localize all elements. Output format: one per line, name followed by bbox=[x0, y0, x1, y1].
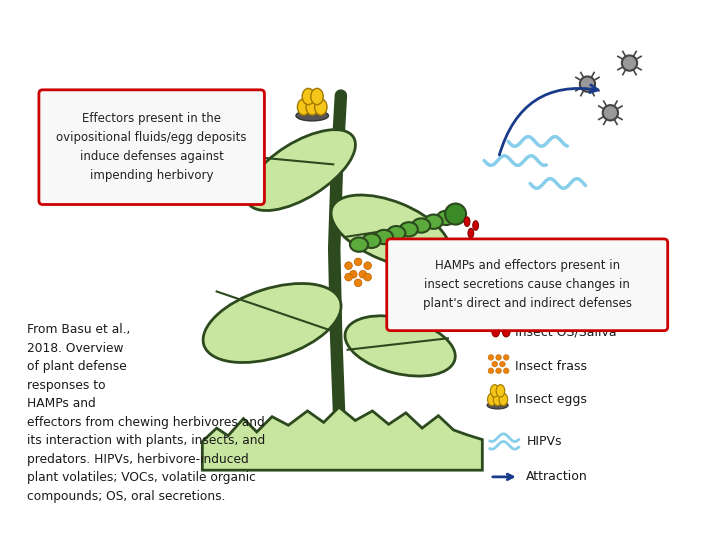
Circle shape bbox=[495, 355, 501, 360]
Ellipse shape bbox=[499, 393, 508, 406]
Ellipse shape bbox=[246, 130, 356, 211]
Text: HIPVs: HIPVs bbox=[526, 435, 562, 448]
Circle shape bbox=[622, 56, 637, 71]
Circle shape bbox=[364, 262, 372, 269]
Ellipse shape bbox=[490, 384, 499, 397]
Ellipse shape bbox=[331, 195, 450, 267]
Text: Insect OS/Saliva: Insect OS/Saliva bbox=[515, 325, 616, 338]
Ellipse shape bbox=[203, 284, 341, 362]
Circle shape bbox=[354, 258, 362, 266]
Ellipse shape bbox=[487, 393, 496, 406]
Text: Insect frass: Insect frass bbox=[515, 361, 587, 374]
Ellipse shape bbox=[315, 99, 327, 115]
Text: Effectors present in the
ovipositional fluids/egg deposits
induce defenses again: Effectors present in the ovipositional f… bbox=[56, 112, 247, 182]
Circle shape bbox=[580, 77, 595, 92]
Circle shape bbox=[445, 204, 466, 225]
Circle shape bbox=[503, 355, 509, 360]
Ellipse shape bbox=[350, 238, 368, 252]
Ellipse shape bbox=[306, 99, 318, 115]
Polygon shape bbox=[202, 407, 482, 470]
FancyBboxPatch shape bbox=[387, 239, 667, 330]
Ellipse shape bbox=[400, 222, 418, 237]
Ellipse shape bbox=[503, 326, 510, 337]
FancyArrowPatch shape bbox=[500, 85, 598, 155]
Circle shape bbox=[349, 271, 357, 278]
Ellipse shape bbox=[345, 316, 455, 376]
Ellipse shape bbox=[468, 228, 474, 238]
Circle shape bbox=[503, 368, 509, 374]
Ellipse shape bbox=[297, 99, 310, 115]
Ellipse shape bbox=[492, 326, 500, 337]
Circle shape bbox=[492, 361, 498, 367]
FancyBboxPatch shape bbox=[39, 90, 264, 205]
Ellipse shape bbox=[302, 89, 315, 105]
Ellipse shape bbox=[493, 393, 502, 406]
Ellipse shape bbox=[375, 230, 393, 244]
Ellipse shape bbox=[464, 217, 470, 226]
Circle shape bbox=[500, 361, 505, 367]
Circle shape bbox=[488, 368, 494, 374]
Ellipse shape bbox=[362, 234, 381, 248]
Ellipse shape bbox=[311, 89, 323, 105]
Ellipse shape bbox=[425, 214, 443, 229]
Text: Insect eggs: Insect eggs bbox=[515, 393, 587, 406]
Ellipse shape bbox=[296, 110, 328, 121]
Circle shape bbox=[345, 273, 352, 281]
Ellipse shape bbox=[473, 221, 479, 230]
Text: Attraction: Attraction bbox=[526, 470, 588, 483]
Circle shape bbox=[354, 279, 362, 287]
Ellipse shape bbox=[487, 401, 508, 409]
Circle shape bbox=[495, 368, 501, 374]
Text: From Basu et al.,
2018. Overview
of plant defense
responses to
HAMPs and
effecto: From Basu et al., 2018. Overview of plan… bbox=[27, 323, 266, 503]
Ellipse shape bbox=[437, 211, 455, 225]
Circle shape bbox=[364, 273, 372, 281]
Ellipse shape bbox=[387, 226, 405, 240]
Circle shape bbox=[603, 105, 618, 120]
Text: HAMPs and effectors present in
insect secretions cause changes in
plant's direct: HAMPs and effectors present in insect se… bbox=[423, 259, 631, 310]
Ellipse shape bbox=[496, 384, 505, 397]
Circle shape bbox=[488, 355, 494, 360]
Circle shape bbox=[345, 262, 352, 269]
Circle shape bbox=[359, 271, 366, 278]
Ellipse shape bbox=[412, 218, 431, 233]
